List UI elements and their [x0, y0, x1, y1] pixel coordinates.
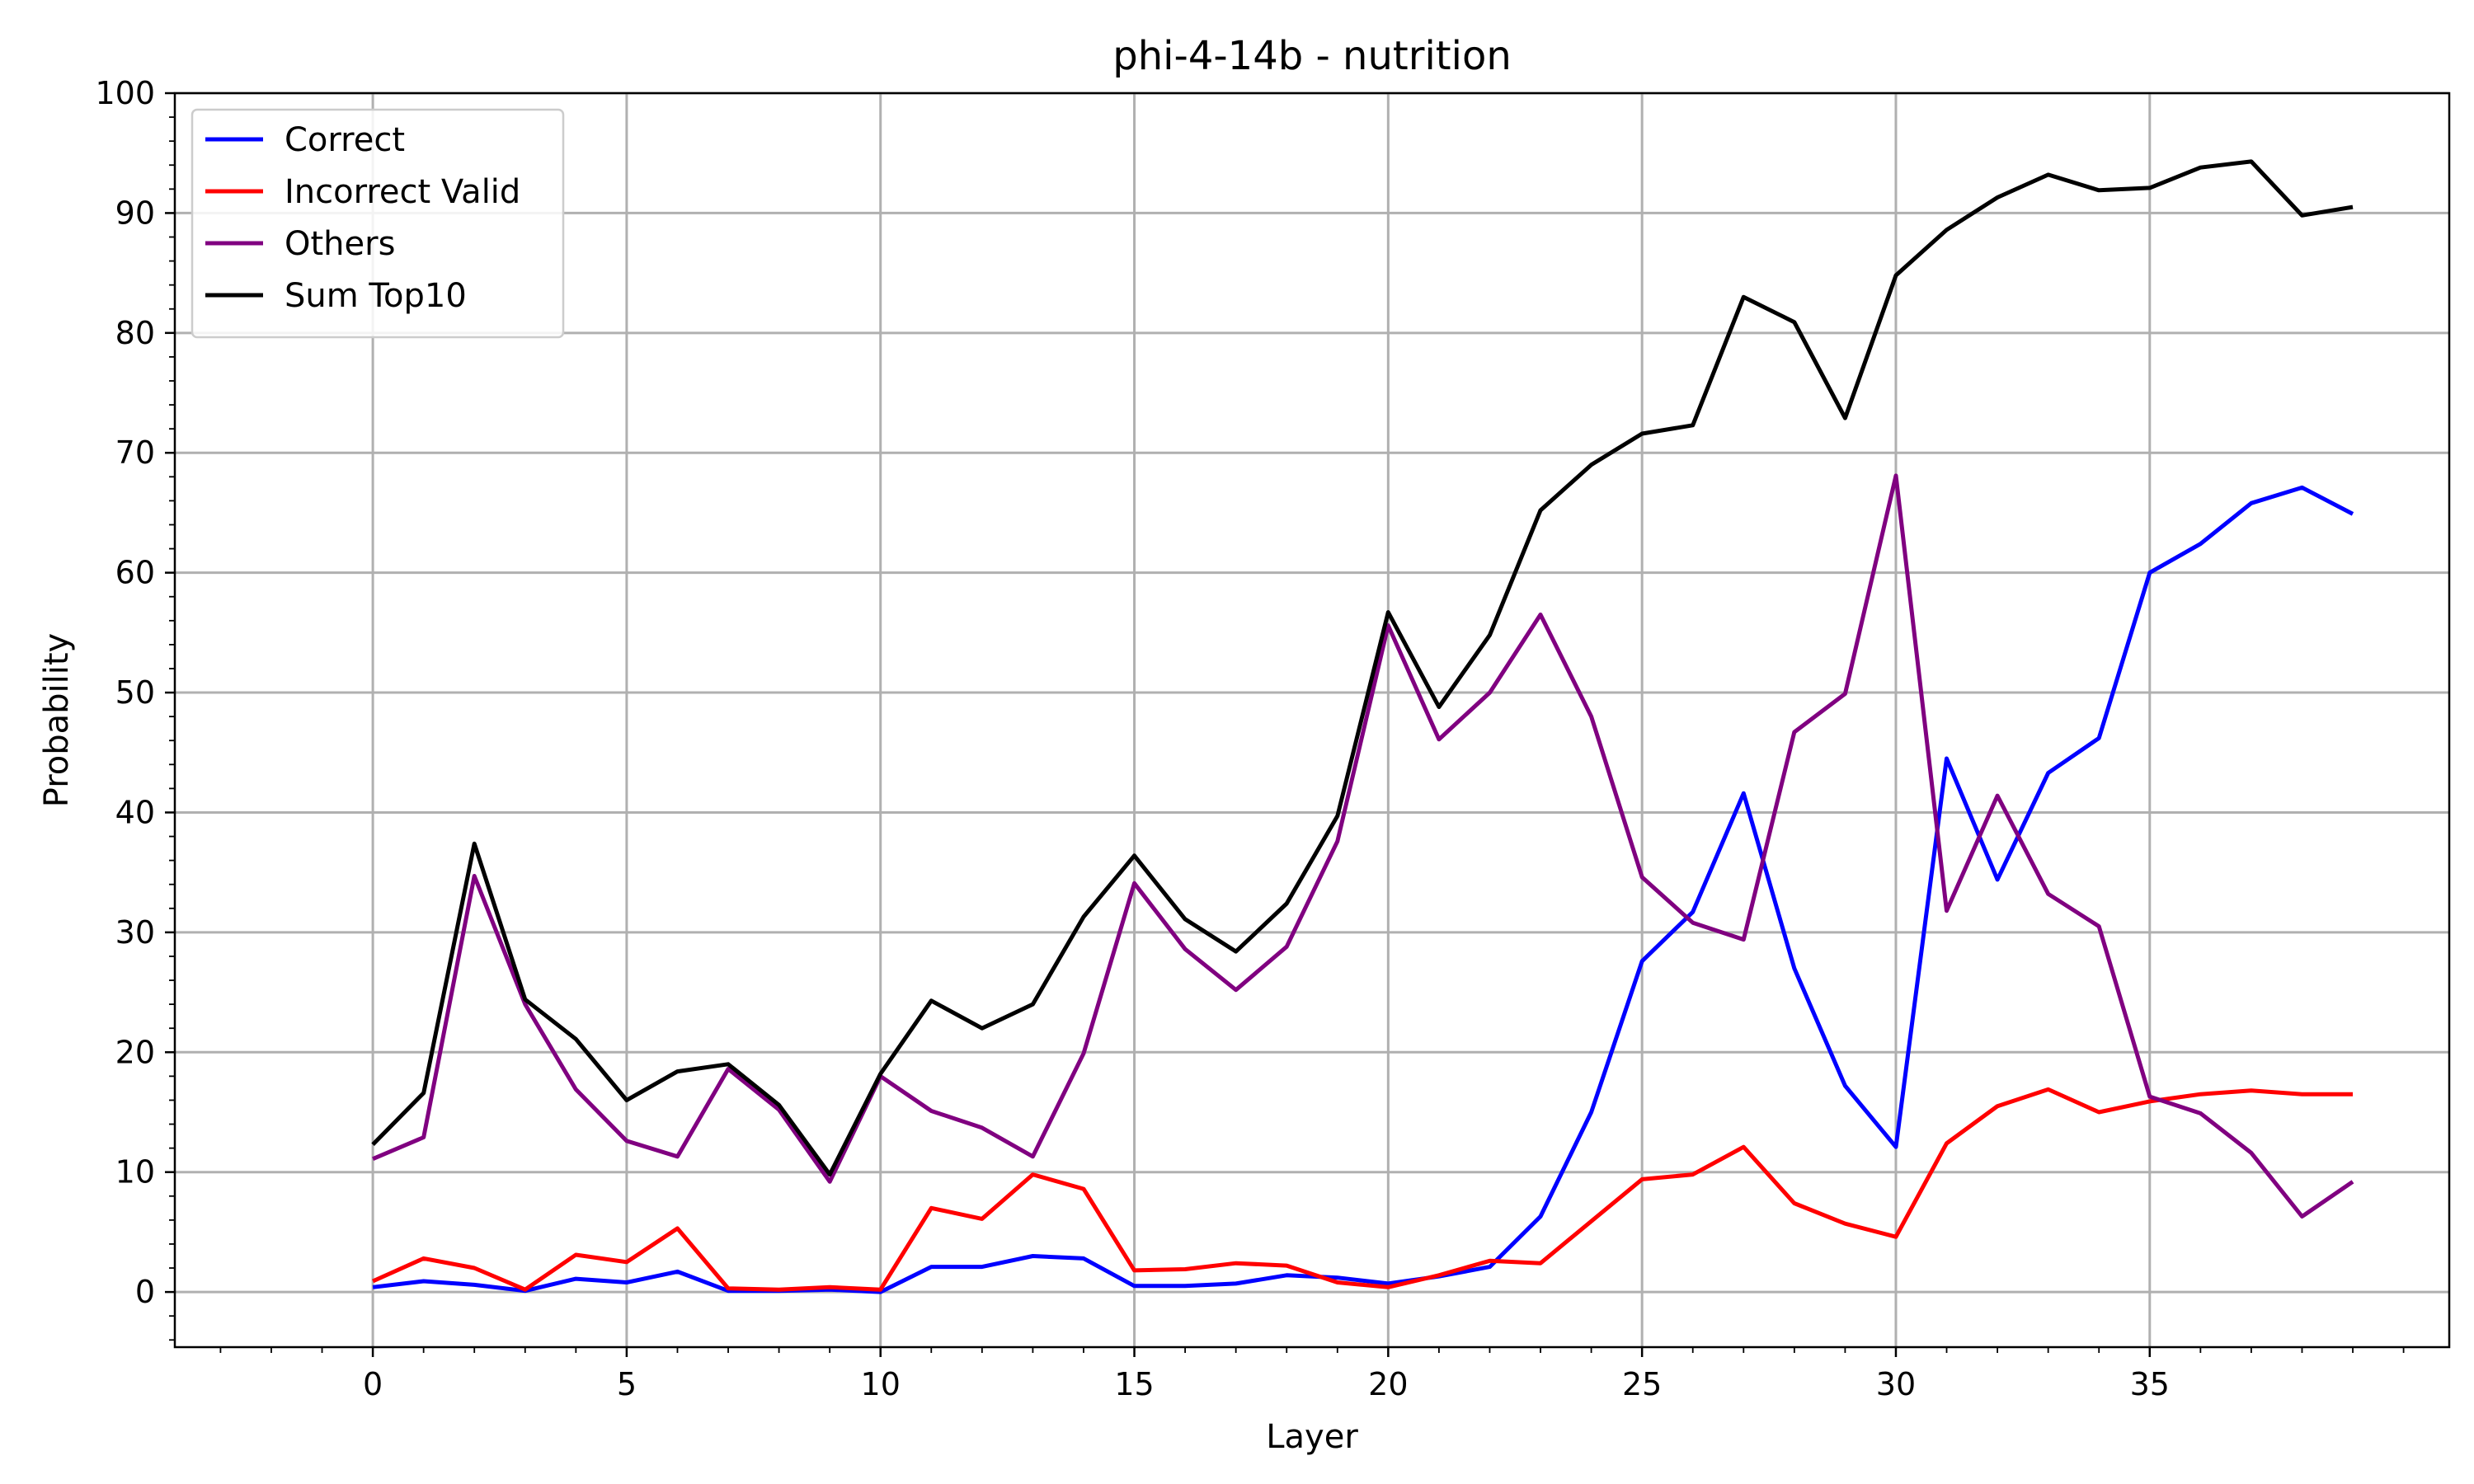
legend-box — [190, 108, 565, 339]
x-tick-label: 5 — [617, 1366, 637, 1402]
y-tick-label: 10 — [115, 1154, 155, 1190]
legend-label: Sum Top10 — [285, 277, 467, 315]
x-tick-label: 0 — [363, 1366, 383, 1402]
y-tick-label: 90 — [115, 195, 155, 231]
legend-label: Incorrect Valid — [285, 173, 520, 211]
x-tick-label: 30 — [1876, 1366, 1916, 1402]
legend: Correct Incorrect Valid Others Sum Top10 — [190, 108, 565, 339]
series-line-sum-top10 — [371, 159, 2354, 1177]
x-tick-label: 25 — [1622, 1366, 1662, 1402]
y-axis-label: Probability — [38, 633, 76, 807]
y-tick-label: 40 — [115, 794, 155, 830]
legend-label: Correct — [285, 121, 405, 159]
axis-ticks: 0 5 10 15 20 25 30 35 0 10 20 30 40 50 60 70 80 90 100 — [95, 75, 2405, 1402]
x-axis-label: Layer — [1266, 1418, 1358, 1456]
x-tick-label: 35 — [2130, 1366, 2170, 1402]
plot-frame — [173, 92, 2451, 1349]
y-tick-label: 30 — [115, 914, 155, 951]
legend-label: Others — [285, 225, 395, 263]
y-tick-label: 20 — [115, 1034, 155, 1070]
chart-title: phi-4-14b - nutrition — [1112, 33, 1511, 79]
series-line-correct — [372, 485, 2354, 1294]
y-tick-label: 50 — [115, 674, 155, 711]
series-line-others — [372, 473, 2354, 1219]
y-tick-label: 60 — [115, 555, 155, 591]
y-tick-label: 80 — [115, 315, 155, 351]
y-tick-label: 70 — [115, 434, 155, 471]
x-tick-label: 10 — [861, 1366, 901, 1402]
y-tick-label: 100 — [95, 75, 155, 111]
x-tick-label: 20 — [1368, 1366, 1408, 1402]
series-lines — [371, 159, 2354, 1294]
y-tick-label: 0 — [135, 1274, 155, 1310]
series-line-incorrect-valid — [372, 1087, 2353, 1292]
x-tick-label: 15 — [1114, 1366, 1154, 1402]
